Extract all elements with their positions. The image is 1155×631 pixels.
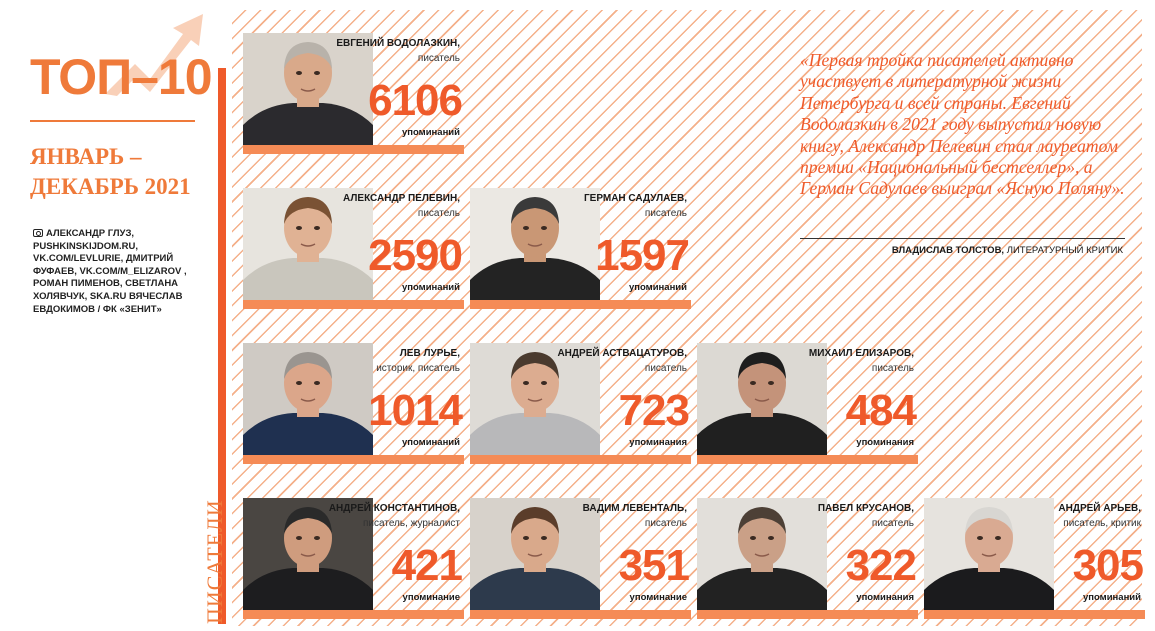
writer-portrait	[697, 498, 827, 610]
accent-band	[243, 610, 464, 619]
writer-name: ПАВЕЛ КРУСАНОВ,	[817, 503, 914, 514]
accent-band	[243, 455, 464, 464]
period-label: ЯНВАРЬ – ДЕКАБРЬ 2021	[30, 144, 191, 199]
quote-text: «Первая тройка писателей активно участву…	[800, 50, 1125, 199]
accent-band	[243, 300, 464, 309]
photo-credits-text: АЛЕКСАНДР ГЛУЗ, PUSHKINSKIJDOM.RU, VK.CO…	[33, 228, 187, 315]
accent-band	[470, 610, 691, 619]
writer-card: ЛЕВ ЛУРЬЕ, историк, писатель 1014 упоминани…	[243, 334, 464, 464]
quote-author: ВЛАДИСЛАВ ТОЛСТОВ,	[891, 245, 1005, 256]
writer-portrait	[697, 343, 827, 455]
writer-card: АНДРЕЙ КОНСТАНТИНОВ, писатель, журналист 4…	[243, 489, 464, 619]
mention-count: 421	[391, 541, 463, 590]
writer-role: писатель	[417, 53, 460, 64]
writer-portrait	[470, 343, 600, 455]
title-underline	[30, 120, 195, 122]
accent-band	[470, 300, 691, 309]
writer-name: ВАДИМ ЛЕВЕНТАЛЬ,	[582, 503, 687, 514]
writer-name: ЛЕВ ЛУРЬЕ,	[399, 348, 460, 359]
mention-count: 2590	[368, 231, 463, 280]
camera-icon	[33, 229, 43, 237]
quote-author-role: ЛИТЕРАТУРНЫЙ КРИТИК	[1006, 245, 1123, 256]
writer-name: АНДРЕЙ АСТВАЦАТУРОВ,	[557, 348, 687, 359]
writer-role: писатель	[644, 363, 687, 374]
mention-label: упоминания	[629, 437, 687, 448]
photo-credits: АЛЕКСАНДР ГЛУЗ, PUSHKINSKIJDOM.RU, VK.CO…	[33, 228, 213, 316]
writer-name: АНДРЕЙ КОНСТАНТИНОВ,	[328, 503, 460, 514]
mention-label: упоминание	[402, 592, 460, 603]
writer-card: ВАДИМ ЛЕВЕНТАЛЬ, писатель 351 упоминание	[470, 489, 691, 619]
writer-role: писатель	[871, 518, 914, 529]
writer-name: ГЕРМАН САДУЛАЕВ,	[584, 193, 687, 204]
mention-count: 484	[845, 386, 917, 435]
category-text: ПИСАТЕЛИ	[202, 499, 227, 624]
mention-label: упоминания	[856, 437, 914, 448]
writer-name: АЛЕКСАНДР ПЕЛЕВИН,	[343, 193, 460, 204]
writer-card: АЛЕКСАНДР ПЕЛЕВИН, писатель 2590 упоминаний	[243, 179, 464, 309]
accent-vertical-bar	[218, 68, 226, 624]
writer-role: писатель	[417, 208, 460, 219]
writer-portrait	[243, 498, 373, 610]
accent-band	[697, 455, 918, 464]
writer-role: историк, писатель	[376, 363, 460, 374]
writer-portrait	[924, 498, 1054, 610]
mention-label: упоминаний	[401, 127, 460, 138]
writer-role: писатель, журналист	[363, 518, 460, 529]
writer-name: АНДРЕЙ АРЬЕВ,	[1058, 503, 1141, 514]
mention-count: 1597	[595, 231, 690, 280]
writer-role: писатель	[871, 363, 914, 374]
category-label: ПИСАТЕЛИ	[178, 498, 227, 624]
quote-attribution: ВЛАДИСЛАВ ТОЛСТОВ, ЛИТЕРАТУРНЫЙ КРИТИК	[892, 245, 1123, 256]
writer-portrait	[470, 498, 600, 610]
mention-label: упоминание	[629, 592, 687, 603]
accent-band	[924, 610, 1145, 619]
mention-count: 305	[1072, 541, 1144, 590]
writer-card: ГЕРМАН САДУЛАЕВ, писатель 1597 упоминаний	[470, 179, 691, 309]
writer-card: МИХАИЛ ЕЛИЗАРОВ, писатель 484 упоминания	[697, 334, 918, 464]
writer-role: писатель	[644, 518, 687, 529]
writer-name: МИХАИЛ ЕЛИЗАРОВ,	[808, 348, 914, 359]
mention-count: 1014	[368, 386, 463, 435]
writer-card: ЕВГЕНИЙ ВОДОЛАЗКИН, писатель 6106 упоминани…	[243, 24, 464, 154]
writer-portrait	[243, 188, 373, 300]
mention-count: 351	[618, 541, 690, 590]
accent-band	[470, 455, 691, 464]
mention-count: 322	[845, 541, 917, 590]
mention-label: упоминаний	[401, 282, 460, 293]
writer-portrait	[243, 343, 373, 455]
writer-card: АНДРЕЙ АРЬЕВ, писатель, критик 305 упоминан…	[924, 489, 1145, 619]
mention-label: упоминаний	[1082, 592, 1141, 603]
growth-arrow-icon	[105, 14, 203, 96]
mention-label: упоминаний	[401, 437, 460, 448]
mention-count: 723	[618, 386, 690, 435]
writer-role: писатель, критик	[1063, 518, 1141, 529]
mention-label: упоминания	[856, 592, 914, 603]
writer-portrait	[243, 33, 373, 145]
page-title: ТОП–10	[30, 49, 213, 105]
writer-portrait	[470, 188, 600, 300]
writer-name: ЕВГЕНИЙ ВОДОЛАЗКИН,	[336, 38, 460, 49]
mention-count: 6106	[368, 76, 463, 125]
quote-divider	[800, 238, 1125, 239]
accent-band	[697, 610, 918, 619]
writer-card: АНДРЕЙ АСТВАЦАТУРОВ, писатель 723 упоминани…	[470, 334, 691, 464]
writer-card: ПАВЕЛ КРУСАНОВ, писатель 322 упоминания	[697, 489, 918, 619]
mention-label: упоминаний	[628, 282, 687, 293]
writer-role: писатель	[644, 208, 687, 219]
accent-band	[243, 145, 464, 154]
